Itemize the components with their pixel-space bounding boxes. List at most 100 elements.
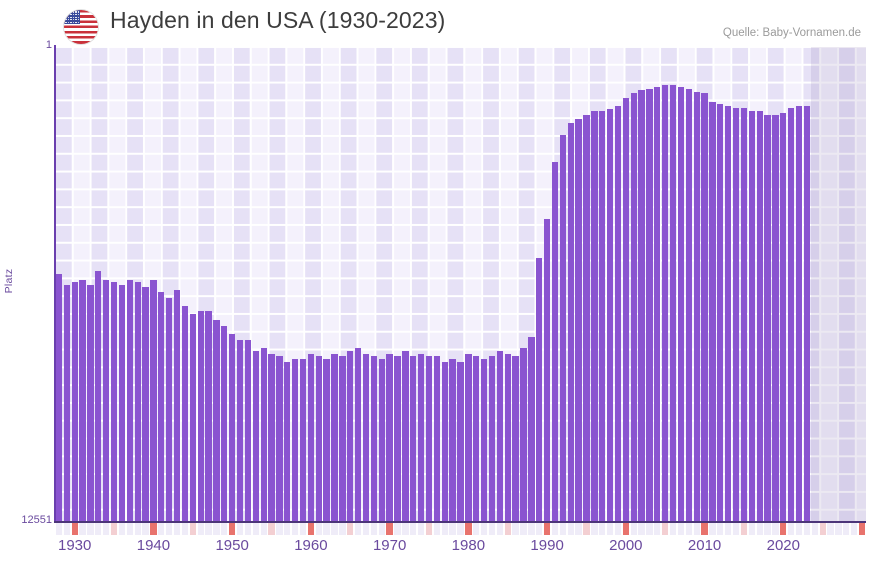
- x-tick-minor: [811, 523, 818, 535]
- bar: [417, 353, 425, 521]
- x-tick-minor: [118, 523, 126, 535]
- x-tick-minor: [677, 523, 685, 535]
- x-tick-mid: [347, 523, 354, 535]
- x-axis-tick-label: 1950: [215, 537, 249, 554]
- bar: [457, 362, 464, 521]
- bar: [512, 356, 519, 521]
- bar: [79, 279, 86, 521]
- x-tick-minor: [788, 523, 795, 535]
- bar: [110, 282, 118, 521]
- bar: [473, 356, 480, 521]
- x-tick-major: [858, 523, 866, 535]
- x-tick-minor: [520, 523, 527, 535]
- x-tick-minor: [299, 523, 307, 535]
- x-tick-minor: [748, 523, 755, 535]
- bar: [229, 334, 236, 521]
- bar: [166, 297, 173, 521]
- x-tick-major: [543, 523, 551, 535]
- x-tick-minor: [843, 523, 850, 535]
- bar: [662, 85, 669, 521]
- bar: [772, 114, 779, 521]
- bar: [362, 353, 370, 521]
- x-tick-minor: [772, 523, 779, 535]
- plot-area: [55, 47, 866, 521]
- x-tick-minor: [197, 523, 204, 535]
- x-axis-tick-label: 2020: [766, 537, 800, 554]
- bar: [87, 284, 94, 521]
- bar: [496, 351, 504, 521]
- x-tick-minor: [205, 523, 212, 535]
- x-tick-mid: [425, 523, 433, 535]
- x-axis-tick-label: 2010: [687, 537, 722, 554]
- x-tick-minor: [103, 523, 110, 535]
- bar: [693, 91, 700, 521]
- x-tick-minor: [55, 523, 63, 535]
- x-tick-minor: [433, 523, 441, 535]
- bar: [591, 111, 598, 521]
- bar: [150, 279, 157, 521]
- x-tick-major: [71, 523, 78, 535]
- x-tick-minor: [378, 523, 385, 535]
- bar: [732, 108, 740, 521]
- bar: [189, 314, 196, 521]
- x-tick-minor: [646, 523, 653, 535]
- bar: [433, 356, 441, 521]
- bar: [63, 284, 70, 521]
- bar: [221, 325, 228, 521]
- x-axis-tick-label: 1960: [294, 537, 328, 554]
- x-tick-minor: [591, 523, 598, 535]
- x-tick-minor: [528, 523, 535, 535]
- x-tick-minor: [725, 523, 732, 535]
- x-tick-minor: [252, 523, 259, 535]
- bar: [488, 356, 496, 521]
- x-tick-major: [229, 523, 236, 535]
- x-tick-minor: [339, 523, 346, 535]
- bar: [504, 353, 511, 521]
- bar-series: [55, 47, 866, 521]
- bar: [654, 87, 661, 521]
- x-tick-mid: [504, 523, 511, 535]
- x-tick-minor: [173, 523, 181, 535]
- bar: [213, 320, 220, 521]
- bar: [95, 270, 102, 521]
- bar: [410, 356, 417, 521]
- x-tick-major: [622, 523, 629, 535]
- bar: [638, 90, 645, 521]
- bar: [354, 347, 362, 521]
- bar: [103, 279, 110, 521]
- x-tick-minor: [559, 523, 566, 535]
- x-tick-minor: [614, 523, 622, 535]
- bar: [315, 356, 322, 521]
- x-tick-minor: [795, 523, 803, 535]
- bar: [197, 311, 204, 521]
- bar: [347, 351, 354, 521]
- x-tick-minor: [63, 523, 70, 535]
- bar: [520, 347, 527, 521]
- bar: [158, 292, 165, 521]
- x-tick-minor: [480, 523, 488, 535]
- x-tick-minor: [331, 523, 338, 535]
- bar: [599, 111, 606, 521]
- x-tick-minor: [669, 523, 677, 535]
- bar: [685, 88, 692, 521]
- bar: [323, 358, 330, 521]
- bar: [268, 353, 275, 521]
- bar: [709, 101, 716, 521]
- bar: [725, 105, 732, 521]
- x-tick-minor: [362, 523, 370, 535]
- x-tick-minor: [236, 523, 244, 535]
- bar: [292, 358, 299, 521]
- bar: [244, 339, 252, 521]
- x-tick-minor: [449, 523, 456, 535]
- bar: [630, 93, 637, 521]
- bar: [803, 105, 811, 521]
- bar: [449, 358, 456, 521]
- us-flag-icon: [64, 10, 98, 44]
- bar: [299, 358, 307, 521]
- x-tick-minor: [756, 523, 763, 535]
- x-tick-minor: [134, 523, 141, 535]
- x-tick-mid: [819, 523, 826, 535]
- bar: [551, 162, 559, 521]
- chart-header: Hayden in den USA (1930-2023) Quelle: Ba…: [0, 0, 873, 47]
- x-tick-minor: [685, 523, 692, 535]
